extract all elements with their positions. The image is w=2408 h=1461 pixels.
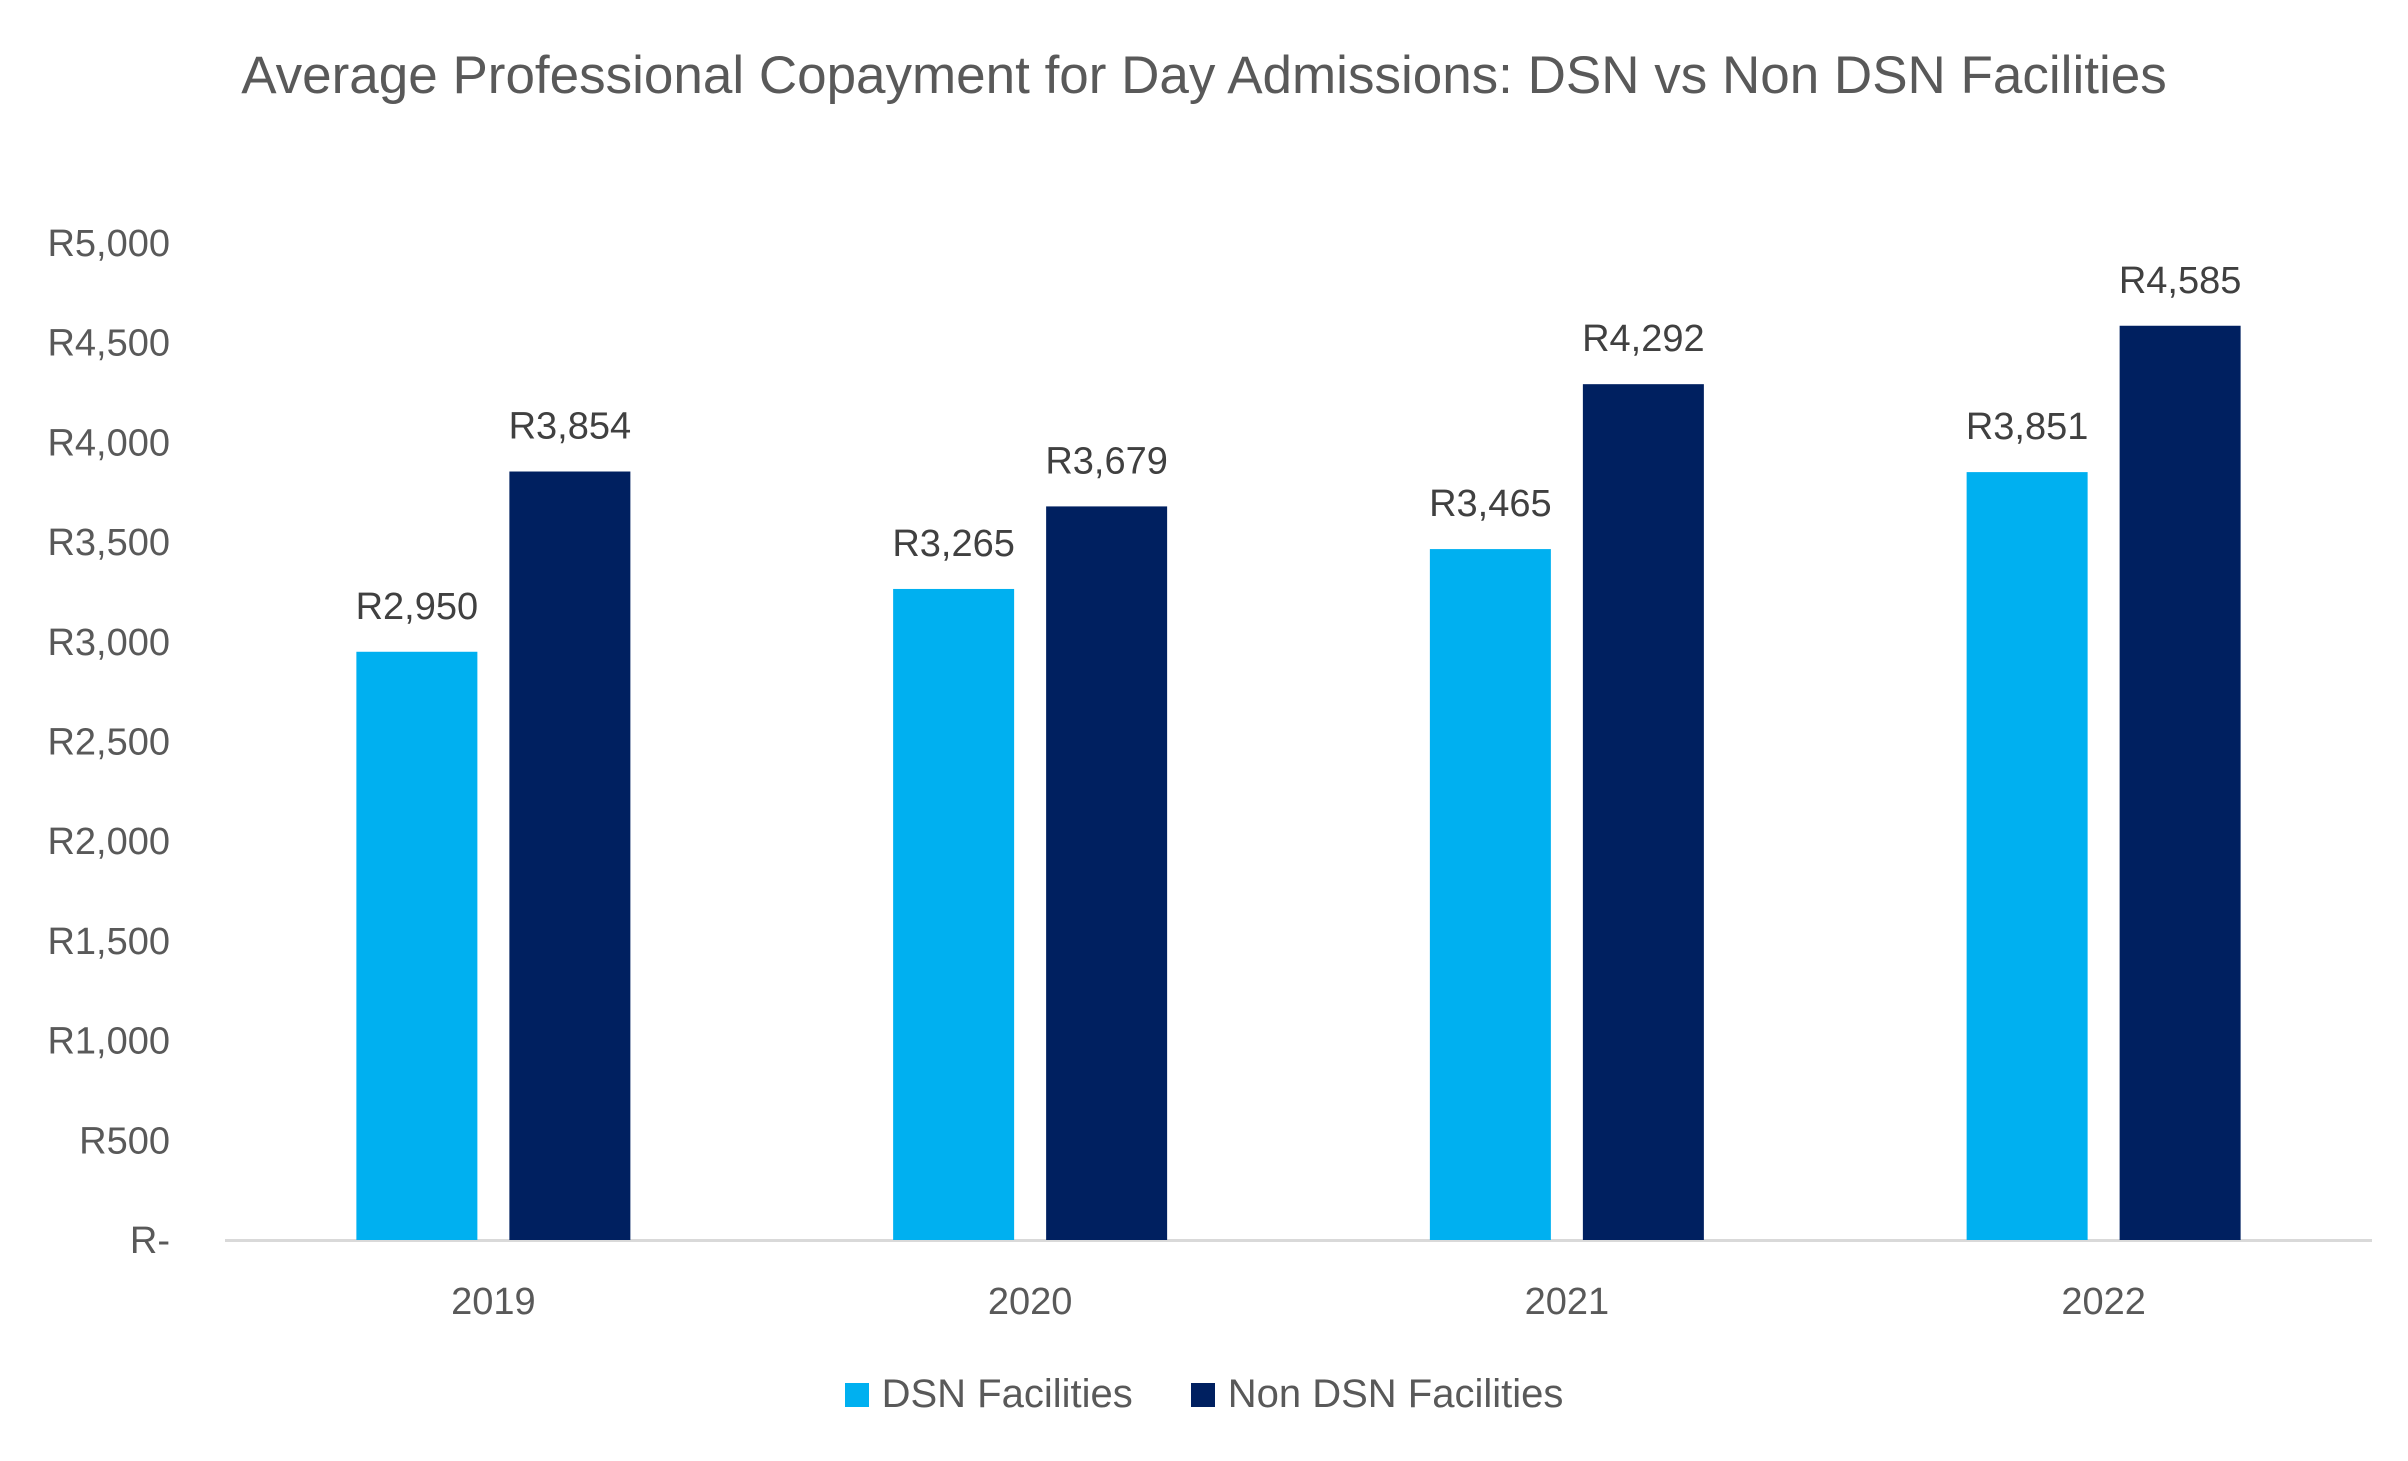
legend-label: Non DSN Facilities xyxy=(1227,1372,1564,1416)
y-tick-label: R2,000 xyxy=(47,821,170,863)
legend-item: Non DSN Facilities xyxy=(1190,1372,1564,1417)
y-tick-label: R500 xyxy=(79,1120,170,1162)
bar-dsn-facilities-2022 xyxy=(1966,472,2088,1240)
x-tick-label: 2022 xyxy=(2061,1281,2146,1323)
legend-swatch xyxy=(1190,1382,1215,1407)
y-tick-label: R2,500 xyxy=(47,722,170,764)
legend-swatch xyxy=(844,1382,869,1407)
bar-dsn-facilities-2019 xyxy=(356,651,478,1240)
y-tick-label: R1,500 xyxy=(47,921,170,963)
data-label: R3,851 xyxy=(1966,406,2089,448)
y-tick-label: R4,000 xyxy=(47,422,170,464)
y-tick-label: R1,000 xyxy=(47,1021,170,1063)
bar-non-dsn-facilities-2020 xyxy=(1046,506,1168,1240)
x-tick-label: 2021 xyxy=(1525,1281,1610,1323)
data-label: R4,585 xyxy=(2119,260,2242,302)
y-tick-label: R3,000 xyxy=(47,622,170,664)
bar-non-dsn-facilities-2021 xyxy=(1582,384,1704,1241)
chart-title: Average Professional Copayment for Day A… xyxy=(241,46,2167,105)
bar-non-dsn-facilities-2022 xyxy=(2119,325,2241,1241)
y-tick-label: R3,500 xyxy=(47,522,170,564)
data-label: R2,950 xyxy=(356,586,479,628)
legend-label: DSN Facilities xyxy=(881,1372,1133,1416)
bar-dsn-facilities-2021 xyxy=(1429,549,1551,1240)
chart-legend: DSN Facilities Non DSN Facilities xyxy=(0,1372,2408,1417)
y-tick-label: R- xyxy=(130,1220,170,1262)
data-label: R3,265 xyxy=(892,523,1015,565)
data-label: R3,854 xyxy=(509,406,632,448)
data-label: R3,465 xyxy=(1429,483,1552,525)
y-tick-label: R5,000 xyxy=(47,223,170,265)
bar-dsn-facilities-2020 xyxy=(893,588,1015,1240)
y-tick-label: R4,500 xyxy=(47,323,170,365)
data-label: R3,679 xyxy=(1045,440,1168,482)
x-tick-label: 2020 xyxy=(988,1281,1073,1323)
legend-item: DSN Facilities xyxy=(844,1372,1133,1417)
bar-non-dsn-facilities-2019 xyxy=(509,471,631,1240)
data-label: R4,292 xyxy=(1582,318,1705,360)
x-tick-label: 2019 xyxy=(451,1281,536,1323)
